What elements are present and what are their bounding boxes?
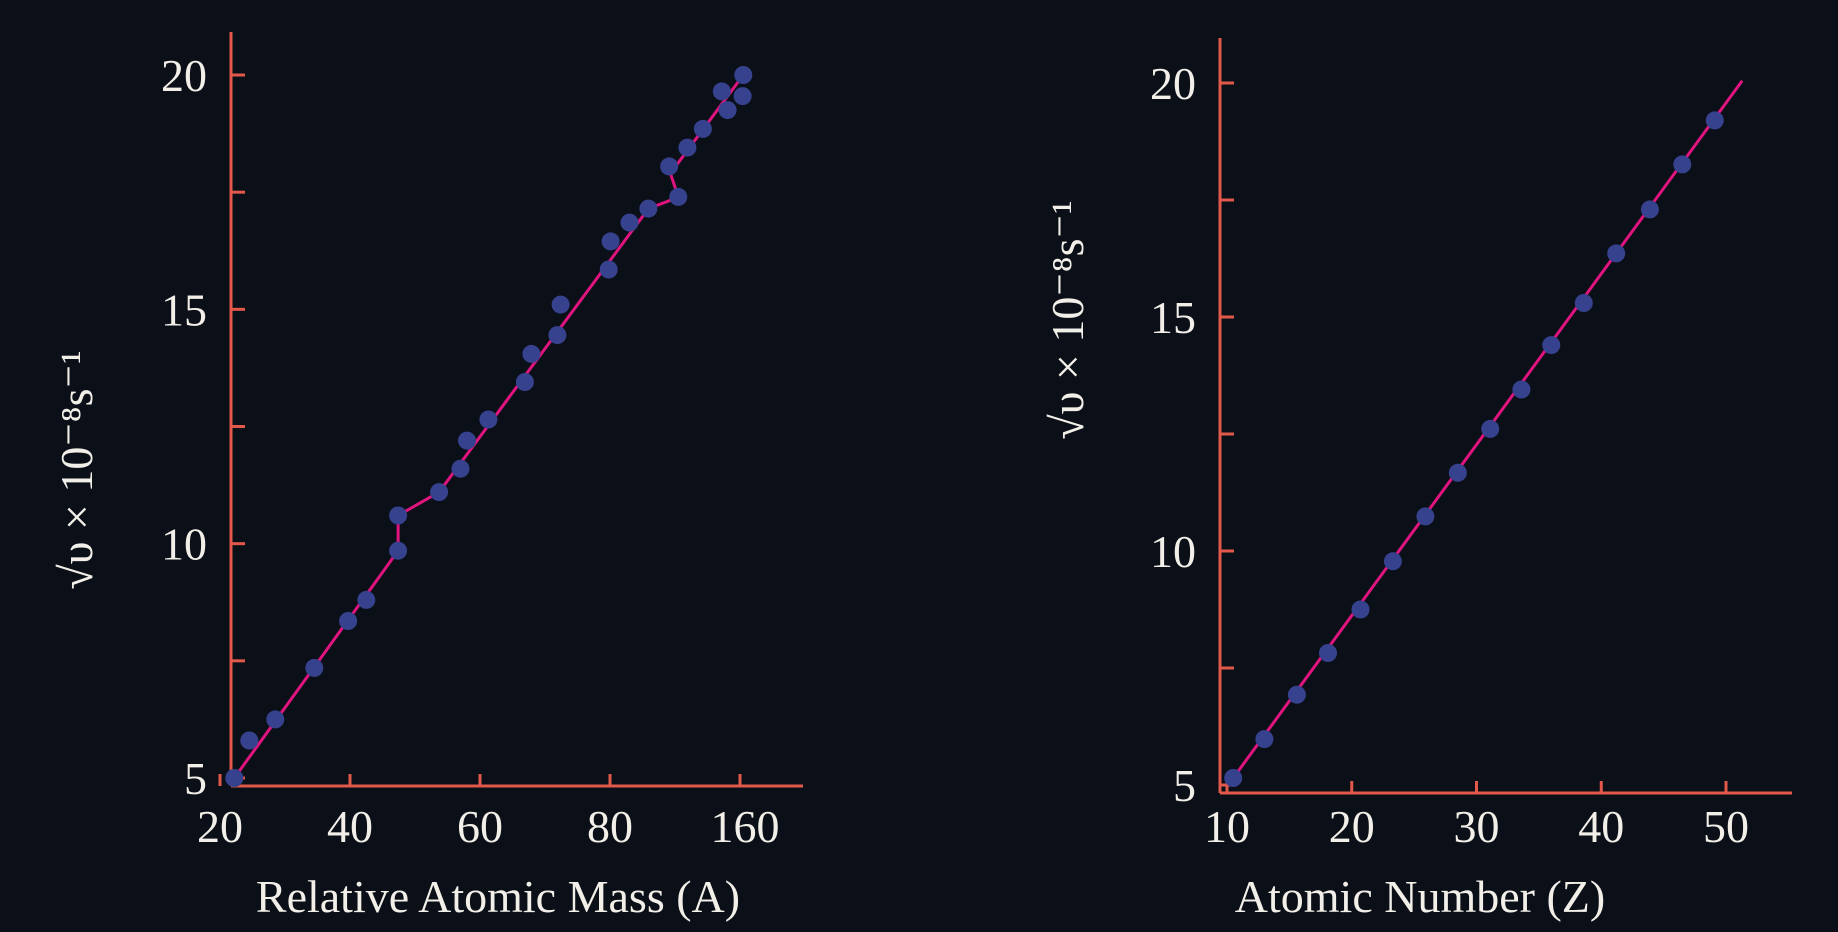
- data-point: [718, 101, 737, 120]
- x-axis-title: Relative Atomic Mass (A): [256, 871, 740, 922]
- data-point: [1224, 769, 1243, 787]
- x-tick-label: 50: [1703, 801, 1749, 852]
- y-tick-label: 5: [184, 753, 207, 804]
- y-tick-label: 20: [161, 50, 207, 101]
- x-tick-label: 80: [587, 801, 633, 852]
- data-point: [733, 87, 752, 106]
- data-point: [1255, 730, 1274, 749]
- data-point: [601, 232, 620, 251]
- data-point: [1705, 111, 1724, 130]
- data-point: [639, 199, 658, 218]
- x-tick-label: 40: [1578, 801, 1624, 852]
- x-tick-label: 20: [1329, 801, 1375, 852]
- data-point: [305, 658, 324, 677]
- y-tick-label: 15: [1150, 292, 1196, 343]
- data-point: [339, 612, 358, 630]
- x-tick-label: 60: [457, 801, 503, 852]
- x-tick-label: 40: [327, 801, 373, 852]
- data-point: [240, 731, 259, 750]
- y-axis-title: √υ × 10⁻⁸s⁻¹: [51, 350, 102, 589]
- data-point: [734, 66, 753, 84]
- data-point: [1640, 200, 1659, 219]
- x-axis-title: Atomic Number (Z): [1235, 871, 1605, 922]
- data-point: [660, 157, 679, 176]
- data-point: [1351, 600, 1370, 619]
- y-tick-label: 5: [1173, 760, 1196, 811]
- data-point: [1481, 419, 1500, 438]
- data-point: [357, 590, 376, 609]
- y-tick-label: 10: [161, 519, 207, 570]
- data-point: [515, 373, 534, 391]
- data-point: [1574, 294, 1593, 312]
- data-point: [458, 431, 476, 450]
- data-point: [599, 260, 618, 279]
- data-point: [479, 410, 498, 429]
- data-point: [1673, 155, 1692, 174]
- data-point: [225, 769, 244, 787]
- data-point: [522, 344, 541, 363]
- data-point: [620, 213, 639, 232]
- y-axis-title: √υ × 10⁻⁸s⁻¹: [1042, 200, 1093, 439]
- data-point: [678, 138, 697, 157]
- data-point: [1416, 507, 1435, 526]
- data-point: [1448, 463, 1467, 482]
- data-point: [548, 326, 567, 345]
- data-point: [712, 82, 731, 101]
- data-point: [551, 295, 570, 314]
- data-point: [1512, 380, 1531, 399]
- y-tick-label: 10: [1150, 526, 1196, 577]
- x-tick-label: 30: [1454, 801, 1500, 852]
- data-point: [1319, 644, 1337, 662]
- x-tick-label: 160: [711, 801, 780, 852]
- chart-mass: 5 10 15 20 20 40 60 80 160 Relative Atomic Mass (…: [51, 32, 803, 922]
- data-point: [1383, 552, 1402, 571]
- y-tick-label: 20: [1150, 58, 1196, 109]
- data-point: [669, 187, 688, 206]
- data-point: [1287, 685, 1306, 704]
- x-tick-label: 10: [1204, 801, 1250, 852]
- data-point: [430, 483, 449, 502]
- data-point: [693, 119, 712, 138]
- x-tick-label: 20: [197, 801, 243, 852]
- data-point: [389, 541, 408, 560]
- data-point: [266, 710, 285, 729]
- data-point: [389, 506, 408, 525]
- data-point: [451, 459, 470, 478]
- data-point: [1542, 336, 1561, 355]
- data-point: [1607, 244, 1626, 263]
- y-tick-label: 15: [161, 284, 207, 335]
